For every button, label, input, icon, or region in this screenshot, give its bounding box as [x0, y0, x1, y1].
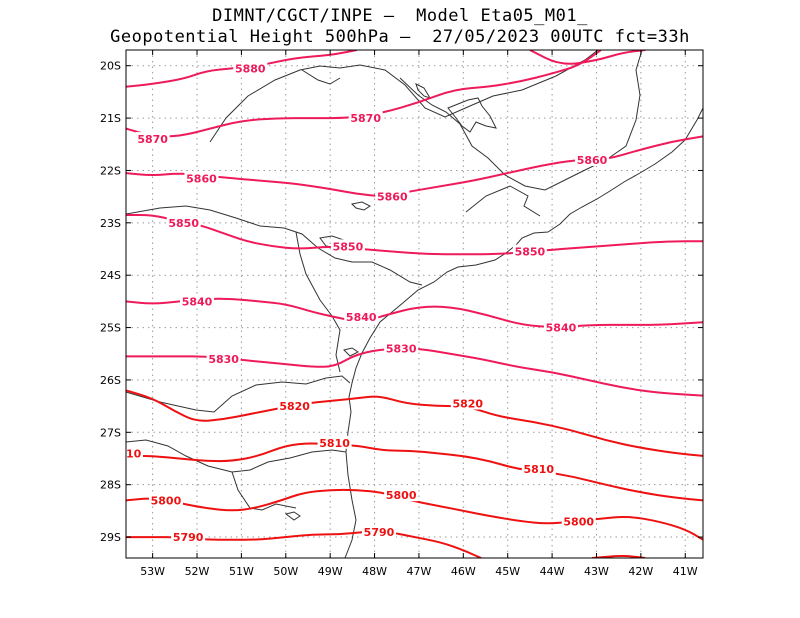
contour-label-bg — [344, 310, 379, 324]
lat-tick-label: 29S — [100, 531, 121, 544]
lon-tick-label: 50W — [273, 565, 298, 578]
contour-label-5810: 5810 — [523, 463, 554, 476]
contour-label-5830: 5830 — [386, 343, 417, 356]
contour-label-bg — [206, 351, 241, 365]
contour-label-bg — [148, 493, 183, 507]
lat-tick-label: 24S — [100, 269, 121, 282]
border-sp-rj — [465, 185, 541, 217]
contour-label-5800: 5800 — [386, 489, 417, 502]
contour-label-5870: 5870 — [137, 133, 168, 146]
contour-label-5850: 5850 — [333, 240, 364, 253]
contour-label-5880: 5880 — [235, 62, 266, 75]
lon-tick-label: 52W — [185, 565, 210, 578]
lat-tick-label: 27S — [100, 426, 121, 439]
lake-5 — [284, 511, 301, 521]
contour-label-bg — [348, 111, 383, 125]
contour-label-bg — [384, 488, 419, 502]
lat-tick-label: 20S — [100, 60, 121, 73]
lake-2 — [350, 201, 371, 211]
lat-tick-label: 25S — [100, 322, 121, 335]
contour-label-bg — [521, 461, 556, 475]
contour-line-5820 — [126, 389, 703, 457]
border-pr-sc — [126, 375, 351, 413]
lon-tick-label: 43W — [584, 565, 609, 578]
contour-label-5800: 5800 — [151, 494, 182, 507]
contour-label-5850: 5850 — [515, 246, 546, 259]
plot-area — [126, 50, 703, 558]
contour-label-bg — [330, 239, 365, 253]
contour-label-bg — [180, 294, 215, 308]
lake-1 — [447, 97, 497, 133]
contour-line-5880 — [126, 50, 357, 88]
lat-tick-label: 28S — [100, 479, 121, 492]
contour-label-bg — [561, 514, 596, 528]
contour-line-5830 — [126, 347, 703, 397]
axis-ticks: 53W 52W 51W 50W 49W 48W 47W 46W 45W 44W 43W 42W 41W 2… — [100, 50, 703, 578]
contour-label-bg — [277, 399, 312, 413]
contour-label-5840: 5840 — [346, 311, 377, 324]
lon-tick-label: 49W — [318, 565, 343, 578]
contour-label-5870: 5870 — [350, 112, 381, 125]
border-inner-2 — [295, 231, 341, 373]
plot-frame — [125, 49, 704, 559]
coastline — [344, 107, 703, 558]
contour-label-bg — [126, 446, 143, 460]
border-sp-mg — [399, 50, 643, 191]
lake-6 — [343, 347, 359, 357]
contour-label-5820: 5820 — [279, 400, 310, 413]
lake-4 — [415, 83, 432, 99]
lat-tick-label: 22S — [100, 164, 121, 177]
lon-tick-label: 41W — [673, 565, 698, 578]
contour-label-5830: 5830 — [208, 353, 239, 366]
map-title-line-1: DIMNT/CGCT/INPE – Model Eta05_M01_ — [212, 6, 588, 26]
contour-label-5860: 5860 — [577, 154, 608, 167]
lat-tick-label: 23S — [100, 217, 121, 230]
lon-tick-label: 53W — [140, 565, 165, 578]
border-sc-rs — [126, 439, 347, 473]
lat-tick-label: 26S — [100, 374, 121, 387]
contour-label-bg — [543, 320, 578, 334]
contour-label-bg — [184, 171, 219, 185]
contour-line-5880 — [529, 50, 646, 65]
contour-label-bg — [450, 396, 485, 410]
border-mg — [209, 50, 599, 143]
contour-label-5790: 5790 — [173, 531, 204, 544]
lon-tick-label: 45W — [495, 565, 520, 578]
lon-tick-label: 47W — [407, 565, 432, 578]
contour-label-bg — [317, 435, 352, 449]
contour-label-5800: 5800 — [563, 515, 594, 528]
contour-label-5820: 5820 — [452, 398, 483, 411]
contour-label-5840: 5840 — [182, 295, 213, 308]
contour-label-bg — [512, 244, 547, 258]
contour-label-bg — [233, 61, 268, 75]
coastline-and-borders — [126, 50, 703, 558]
contour-label-bg — [166, 215, 201, 229]
contour-label-bg — [361, 524, 396, 538]
contour-labels: 5880 5870 5870 5860 5860 5860 5850 5850 5850 5840… — [111, 61, 610, 544]
contour-label-bg — [575, 152, 610, 166]
contour-label-5810: 5810 — [319, 437, 350, 450]
map-title-line-2: Geopotential Height 500hPa – 27/05/2023 … — [110, 27, 690, 47]
border-inner-1 — [231, 471, 297, 511]
lon-tick-label: 46W — [451, 565, 476, 578]
contour-label-bg — [171, 530, 206, 544]
contour-label-5860: 5860 — [186, 172, 217, 185]
contour-label-5790: 5790 — [364, 526, 395, 539]
lon-tick-label: 51W — [229, 565, 254, 578]
lon-tick-label: 42W — [628, 565, 653, 578]
contour-label-5840: 5840 — [546, 322, 577, 335]
lat-tick-label: 21S — [100, 112, 121, 125]
contour-label-bg — [384, 341, 419, 355]
contour-label-5860: 5860 — [377, 191, 408, 204]
lon-tick-label: 48W — [362, 565, 387, 578]
lon-tick-label: 44W — [540, 565, 565, 578]
border-inner-3 — [301, 69, 341, 85]
contour-label-5850: 5850 — [168, 217, 199, 230]
contour-line-5810 — [126, 442, 703, 502]
border-pr-sp — [126, 205, 423, 286]
contour-label-5810: 5810 — [111, 447, 142, 460]
contour-label-bg — [375, 189, 410, 203]
contour-label-bg — [135, 132, 170, 146]
